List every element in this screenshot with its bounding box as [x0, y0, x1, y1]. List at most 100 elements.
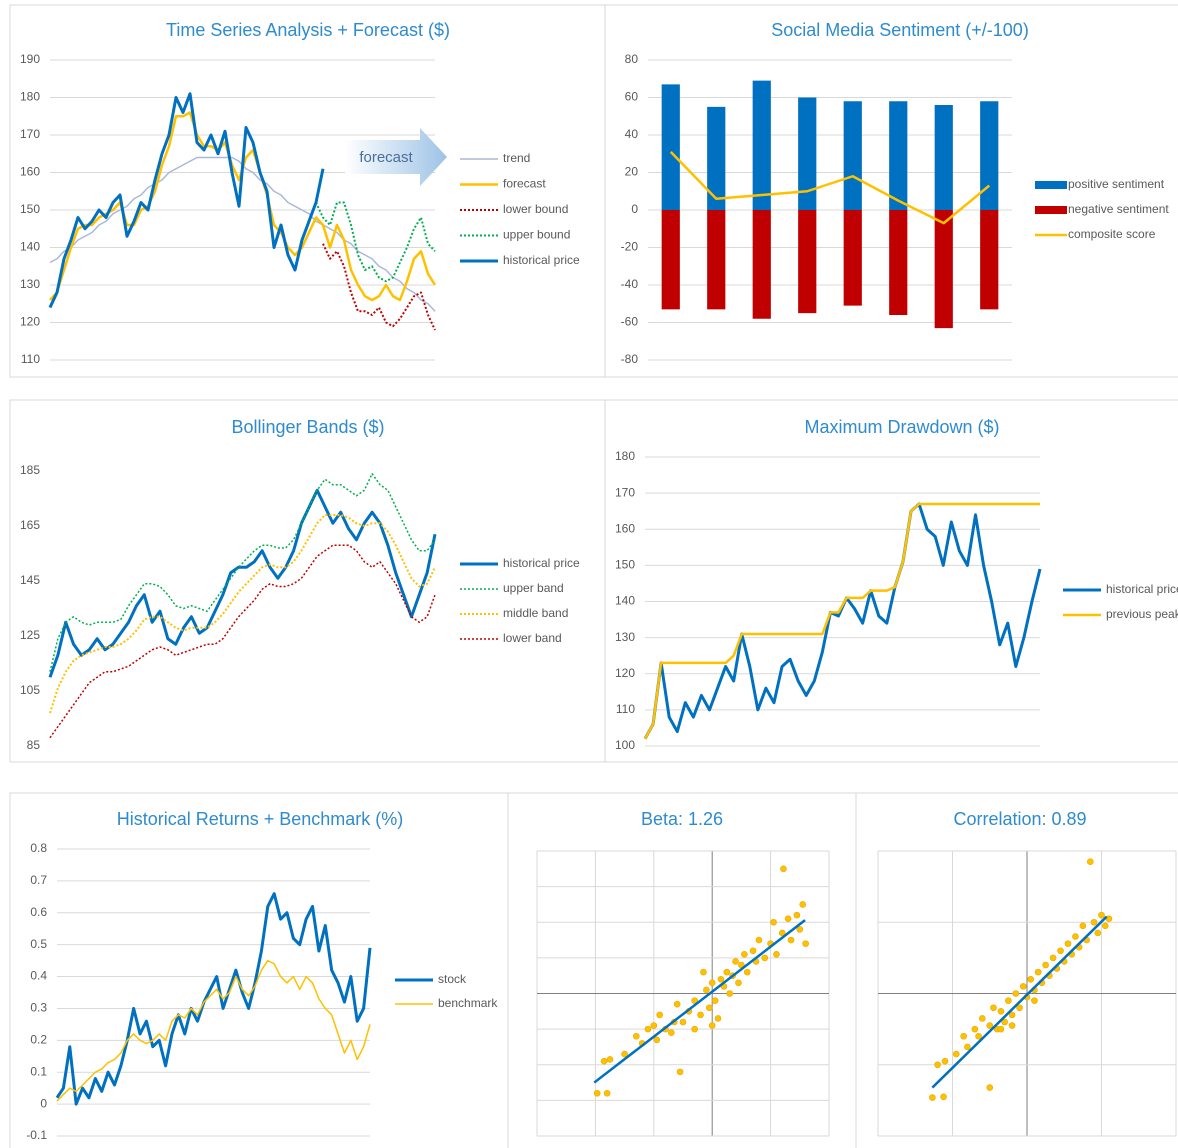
scatter-point [1005, 997, 1012, 1004]
bar [707, 210, 726, 310]
scatter-point [1001, 1018, 1008, 1026]
scatter-point [1016, 1004, 1023, 1012]
bar [752, 210, 771, 319]
scatter-point [1064, 940, 1072, 947]
scatter-point [986, 1084, 994, 1091]
scatter-point [703, 986, 710, 994]
bar [980, 101, 999, 210]
scatter-point [735, 979, 742, 987]
scatter-point [929, 1094, 936, 1101]
scatter-point [1019, 983, 1027, 990]
scatter-point [679, 1018, 687, 1026]
scatter-point [749, 947, 757, 955]
y-tick-label: 140 [20, 240, 40, 254]
fit-line [593, 919, 806, 1084]
scatter-point [650, 1022, 658, 1029]
y-tick-label: -60 [621, 315, 639, 329]
y-tick-label: 130 [20, 277, 40, 291]
y-tick-label: 145 [20, 573, 40, 587]
scatter-point [780, 865, 787, 873]
scatter-point [787, 936, 795, 944]
y-tick-label: 110 [616, 702, 635, 716]
scatter-point [940, 1093, 947, 1101]
bar [752, 80, 771, 210]
series-line [669, 151, 991, 225]
y-tick-label: 105 [20, 683, 40, 697]
annotation: forecast [359, 149, 413, 166]
scatter-point [802, 940, 809, 947]
panel [507, 792, 857, 1148]
y-tick-label: -20 [621, 240, 639, 254]
scatter-point [755, 936, 763, 944]
legend-label: lower band [503, 631, 562, 645]
scatter-point [784, 915, 792, 922]
scatter-point [941, 1057, 949, 1065]
scatter-point [656, 1011, 663, 1019]
series-line [315, 201, 436, 283]
y-tick-label: 0.3 [30, 1001, 47, 1015]
y-tick-label: 120 [20, 315, 40, 329]
scatter-point [593, 1089, 601, 1097]
scatter-point [978, 1015, 986, 1022]
legend-label: forecast [503, 177, 546, 191]
series-line [48, 92, 325, 309]
series-line [643, 502, 1042, 740]
y-tick-label: 160 [20, 165, 40, 179]
y-tick-label: 0.2 [30, 1033, 47, 1047]
bar [798, 97, 817, 210]
y-tick-label: 170 [20, 127, 40, 141]
bar [934, 105, 953, 210]
y-tick-label: 170 [615, 485, 635, 499]
scatter-point [644, 1025, 652, 1033]
y-tick-label: 190 [20, 52, 40, 66]
y-tick-label: 20 [625, 165, 639, 179]
chart-title: Correlation: 0.89 [953, 809, 1086, 829]
scatter-point [971, 1025, 979, 1033]
bar [707, 106, 726, 210]
scatter-point [990, 1004, 997, 1012]
series-line [48, 488, 437, 678]
bar [934, 210, 953, 329]
scatter-point [632, 1032, 640, 1040]
legend-swatch [1035, 206, 1067, 214]
y-tick-label: 140 [615, 594, 635, 608]
series-line [49, 514, 436, 714]
scatter-point [773, 951, 780, 958]
y-tick-label: 0 [40, 1096, 47, 1110]
bar [798, 210, 817, 314]
y-tick-label: 0.7 [30, 873, 47, 887]
scatter-point [1008, 1022, 1016, 1029]
legend-label: trend [503, 151, 530, 165]
scatter-point [1105, 915, 1113, 922]
scatter-point [697, 1011, 704, 1019]
scatter-point [621, 1050, 628, 1058]
scatter-point [964, 1043, 971, 1051]
scatter-point [606, 1056, 614, 1063]
bar [843, 210, 862, 306]
scatter-point [1090, 918, 1098, 926]
scatter-point [952, 1050, 960, 1058]
scatter-point [691, 1025, 698, 1033]
y-tick-label: 0.6 [30, 905, 47, 919]
scatter-point [796, 926, 804, 933]
panel [604, 399, 1178, 763]
scatter-point [743, 968, 751, 976]
scatter-point [997, 1008, 1005, 1015]
scatter-point [668, 1029, 675, 1036]
legend-label: historical price [503, 253, 580, 267]
legend-label: middle band [503, 606, 568, 620]
y-tick-label: 125 [20, 628, 40, 642]
y-tick-label: 150 [615, 558, 635, 572]
y-tick-label: -80 [621, 352, 639, 366]
scatter-point [975, 1032, 982, 1040]
y-tick-label: 0.8 [30, 841, 47, 855]
scatter-point [1012, 990, 1020, 997]
legend-label: stock [438, 972, 467, 986]
scatter-point [1101, 922, 1109, 930]
legend-label: positive sentiment [1068, 177, 1165, 191]
scatter-point [741, 951, 748, 958]
bar [980, 210, 999, 310]
fit-line [931, 915, 1108, 1089]
y-tick-label: -0.1 [26, 1128, 47, 1142]
